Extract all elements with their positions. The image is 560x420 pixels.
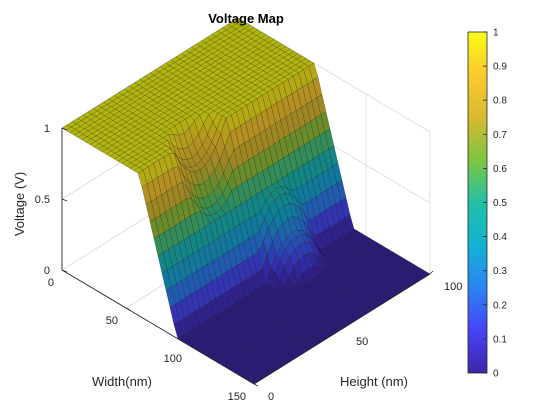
x-axis-label: Width(nm) <box>92 374 152 389</box>
colorbar-tick-label: 0.9 <box>493 62 507 73</box>
x-tick-mark <box>189 345 195 349</box>
z-tick-label: 0 <box>44 265 50 277</box>
colorbar-tick-label: 0.7 <box>493 130 507 141</box>
z-tick-label: 1 <box>44 123 50 135</box>
colorbar-tick-label: 0.4 <box>493 232 507 243</box>
colorbar-tick-label: 0.3 <box>493 266 507 277</box>
z-axis-label: Voltage (V) <box>12 172 27 236</box>
x-tick-label: 0 <box>48 277 54 289</box>
x-axis-line <box>61 269 255 385</box>
y-tick-mark <box>253 380 258 385</box>
x-tick-mark <box>125 307 131 311</box>
y-tick-label: 100 <box>444 281 462 293</box>
voltage-surface <box>61 17 431 385</box>
colorbar-tick-label: 0 <box>493 369 499 380</box>
colorbar-tick-label: 0.6 <box>493 164 507 175</box>
z-tick-label: 0.5 <box>35 194 50 206</box>
y-tick-mark <box>429 270 434 275</box>
colorbar-tick-label: 0.2 <box>493 300 507 311</box>
colorbar-tick-label: 0.5 <box>493 198 507 209</box>
y-tick-label: 50 <box>356 336 368 348</box>
y-tick-label: 0 <box>268 391 274 403</box>
axis-ticks: 0 50 100 150 0 50 100 0 0.5 1 <box>35 123 463 403</box>
chart-title: Voltage Map <box>208 11 284 26</box>
colorbar: 0 0.1 0.2 0.3 0.4 0.5 0.6 0.7 0.8 0.9 1 <box>467 28 507 380</box>
x-tick-label: 50 <box>106 315 118 327</box>
x-tick-label: 100 <box>164 353 182 365</box>
colorbar-tick-label: 1 <box>493 28 499 39</box>
z-tick-mark <box>61 269 68 273</box>
y-tick-mark <box>341 325 346 330</box>
x-tick-label: 150 <box>228 391 246 403</box>
z-tick-mark <box>61 127 68 131</box>
colorbar-tick-label: 0.1 <box>493 334 507 345</box>
colorbar-tick-label: 0.8 <box>493 96 507 107</box>
colorbar-ticks: 0 0.1 0.2 0.3 0.4 0.5 0.6 0.7 0.8 0.9 1 <box>483 28 507 380</box>
z-tick-mark <box>61 198 68 202</box>
y-axis-label: Height (nm) <box>340 374 408 389</box>
x-tick-mark <box>253 383 259 387</box>
